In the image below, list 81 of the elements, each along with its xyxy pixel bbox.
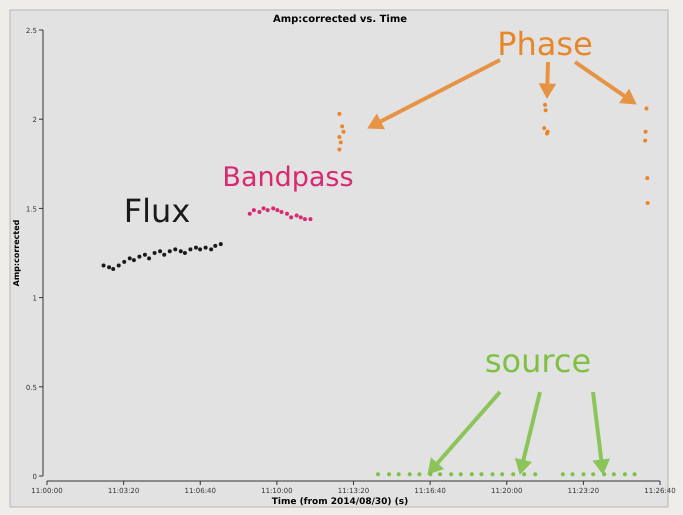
point — [178, 249, 183, 254]
point — [302, 217, 307, 222]
point — [194, 246, 198, 250]
point — [209, 247, 214, 252]
point — [257, 210, 262, 214]
point — [289, 215, 294, 220]
series-label: Bandpass — [222, 162, 354, 193]
point — [147, 256, 152, 260]
point — [152, 251, 157, 255]
point — [162, 252, 166, 257]
point — [643, 138, 648, 143]
point — [458, 472, 463, 476]
point — [198, 247, 202, 252]
point — [646, 201, 650, 206]
point — [582, 472, 586, 476]
point — [116, 263, 121, 268]
point — [522, 472, 526, 476]
point — [645, 176, 650, 180]
point — [122, 260, 126, 264]
point — [533, 472, 538, 476]
point — [188, 247, 192, 252]
point — [266, 208, 270, 212]
point — [284, 212, 289, 216]
point — [560, 472, 565, 476]
point — [102, 263, 106, 268]
point — [308, 217, 312, 222]
series-label: Phase — [497, 25, 593, 63]
point — [632, 472, 637, 476]
point — [500, 472, 504, 476]
point — [479, 472, 484, 476]
point — [294, 214, 299, 218]
point — [612, 472, 616, 476]
point — [248, 212, 252, 216]
point — [168, 249, 172, 254]
point — [262, 206, 266, 210]
point — [542, 126, 546, 130]
text: source — [484, 342, 592, 380]
point — [543, 102, 548, 107]
point — [218, 242, 223, 246]
point — [111, 267, 116, 272]
chart-title: Amp:corrected vs. Time — [272, 14, 408, 25]
point — [337, 135, 342, 140]
point — [511, 472, 516, 476]
point — [408, 472, 412, 476]
point — [591, 472, 596, 476]
point — [342, 130, 346, 134]
point — [544, 108, 548, 112]
point — [142, 252, 147, 257]
point — [340, 124, 344, 128]
point — [107, 265, 112, 270]
point — [644, 106, 648, 110]
y-axis-title: Amp:corrected — [12, 219, 21, 286]
point — [173, 247, 178, 252]
point — [158, 249, 162, 254]
point — [275, 208, 280, 212]
point — [644, 130, 648, 134]
point — [182, 251, 187, 255]
series-label: Flux — [124, 192, 190, 230]
point — [213, 244, 218, 248]
point — [376, 472, 380, 476]
point — [298, 215, 303, 220]
point — [470, 472, 474, 476]
point — [337, 112, 342, 116]
point — [622, 472, 627, 476]
point — [128, 256, 132, 260]
point — [438, 472, 442, 476]
point — [337, 148, 342, 152]
point — [490, 472, 494, 476]
point — [338, 140, 343, 144]
point — [570, 472, 574, 476]
point — [417, 472, 422, 476]
x-axis-title: Time (from 2014/08/30) (s) — [272, 497, 408, 507]
point — [271, 206, 276, 210]
point — [279, 210, 284, 214]
point — [137, 254, 142, 259]
point — [449, 472, 454, 476]
point — [204, 246, 208, 250]
point — [396, 472, 401, 476]
point — [252, 208, 256, 212]
point — [387, 472, 392, 476]
point — [132, 258, 136, 262]
